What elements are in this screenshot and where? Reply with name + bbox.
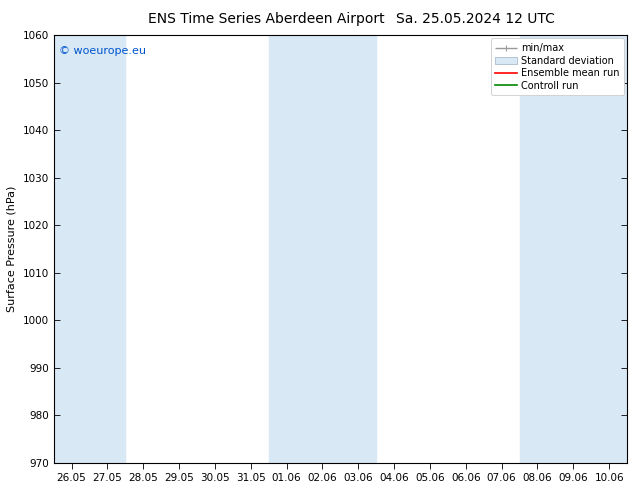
Y-axis label: Surface Pressure (hPa): Surface Pressure (hPa) xyxy=(7,186,17,312)
Bar xyxy=(269,35,376,463)
Legend: min/max, Standard deviation, Ensemble mean run, Controll run: min/max, Standard deviation, Ensemble me… xyxy=(491,38,624,96)
Text: Sa. 25.05.2024 12 UTC: Sa. 25.05.2024 12 UTC xyxy=(396,12,555,26)
Bar xyxy=(519,35,627,463)
Text: © woeurope.eu: © woeurope.eu xyxy=(60,46,146,56)
Bar xyxy=(54,35,126,463)
Text: ENS Time Series Aberdeen Airport: ENS Time Series Aberdeen Airport xyxy=(148,12,385,26)
